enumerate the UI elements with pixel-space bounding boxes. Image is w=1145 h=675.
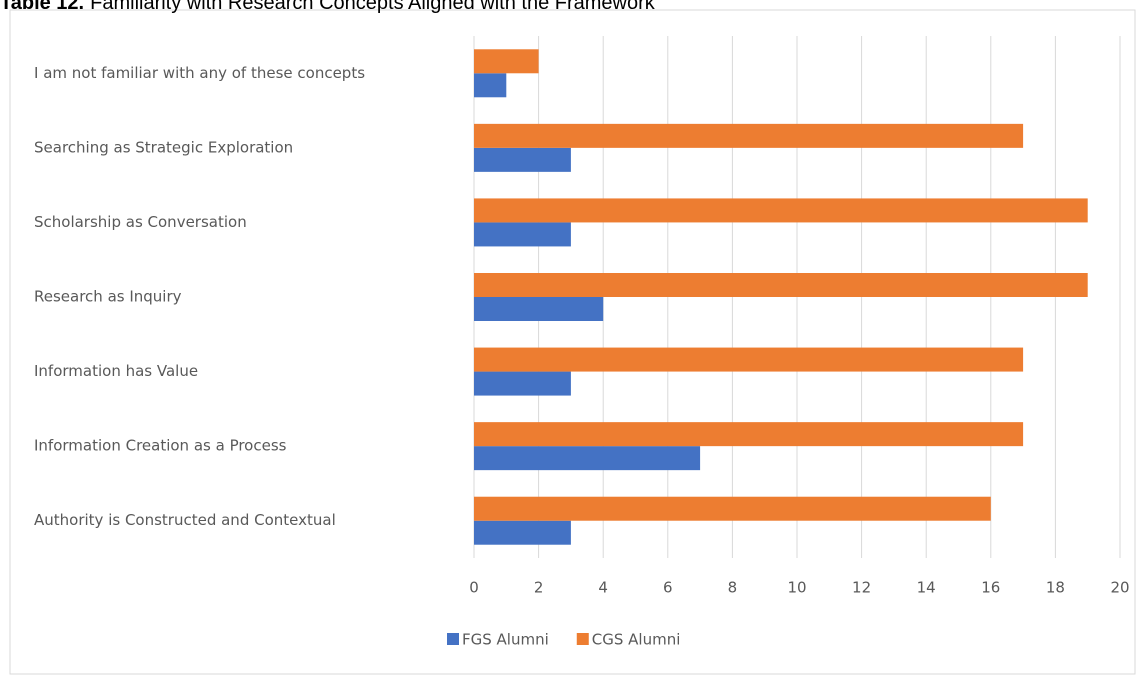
y-tick-label: Searching as Strategic Exploration <box>34 138 293 156</box>
legend-label: FGS Alumni <box>462 631 549 649</box>
bar <box>474 123 1024 148</box>
x-tick-label: 18 <box>1046 579 1065 597</box>
bar <box>474 147 571 172</box>
title-text: Familiarity with Research Concepts Align… <box>90 0 656 14</box>
x-tick-label: 16 <box>981 579 1000 597</box>
bar <box>474 520 571 545</box>
bar <box>474 222 571 247</box>
x-tick-label: 12 <box>852 579 871 597</box>
legend-swatch <box>447 633 459 645</box>
chart-title: Table 12. Familiarity with Research Conce… <box>0 0 656 14</box>
y-tick-label: Authority is Constructed and Contextual <box>34 511 336 529</box>
x-tick-label: 0 <box>469 579 479 597</box>
x-tick-label: 8 <box>728 579 738 597</box>
bar <box>474 297 604 321</box>
x-tick-label: 4 <box>598 579 608 597</box>
x-tick-label: 6 <box>663 579 673 597</box>
legend-label: CGS Alumni <box>592 631 681 649</box>
y-tick-label: I am not familiar with any of these conc… <box>34 64 365 82</box>
x-tick-label: 20 <box>1110 579 1129 597</box>
bar <box>474 446 701 471</box>
y-tick-label: Information has Value <box>34 362 198 380</box>
bar <box>474 371 571 396</box>
bar <box>474 496 991 521</box>
y-tick-label: Scholarship as Conversation <box>34 213 247 231</box>
bar <box>474 347 1024 372</box>
legend-swatch <box>576 633 589 645</box>
title-label: Table 12. <box>0 0 84 14</box>
bar <box>474 422 1024 447</box>
bar <box>474 198 1088 223</box>
x-tick-label: 14 <box>917 579 936 597</box>
chart-frame <box>9 9 1136 675</box>
y-tick-label: Research as Inquiry <box>34 288 182 306</box>
x-tick-label: 10 <box>787 579 806 597</box>
bar <box>474 73 507 98</box>
y-tick-label: Information Creation as a Process <box>34 437 287 455</box>
bar <box>474 273 1088 297</box>
bar <box>474 49 539 74</box>
x-tick-label: 2 <box>534 579 544 597</box>
